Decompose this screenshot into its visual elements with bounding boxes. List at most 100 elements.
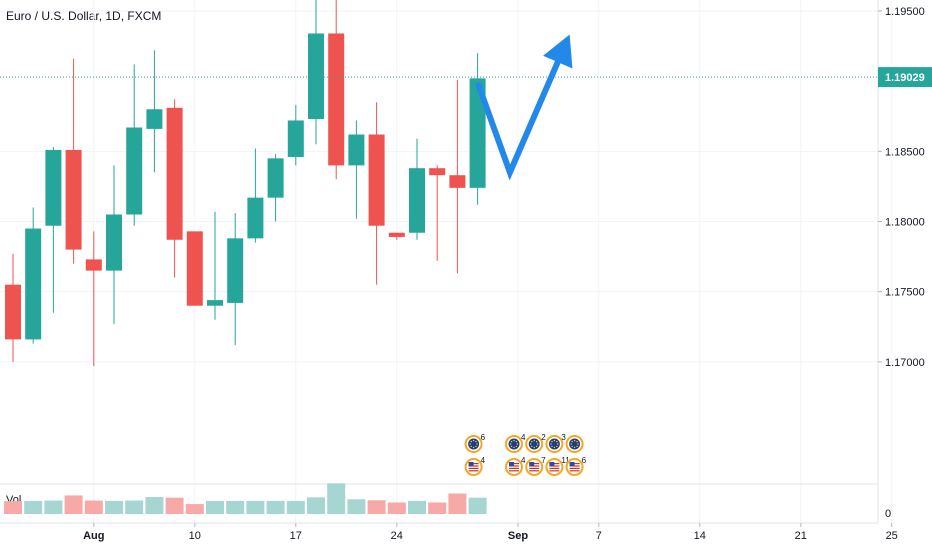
- volume-bar-8: [165, 497, 184, 514]
- candle-body-9: [186, 231, 203, 306]
- candle-body-7: [146, 109, 163, 129]
- volume-bar-22: [448, 493, 467, 514]
- event-count-3: 4: [521, 456, 526, 465]
- candle-body-15: [308, 33, 324, 120]
- candle-body-17: [348, 134, 365, 166]
- volume-bar-12: [246, 500, 265, 514]
- volume-bar-15: [307, 497, 325, 514]
- candle-13: [267, 154, 284, 222]
- candle-body-14: [287, 120, 304, 157]
- volume-bar-5: [105, 500, 123, 514]
- price-tick-1: 1.18500: [885, 146, 925, 158]
- candle-body-5: [106, 214, 122, 271]
- volume-bar-17: [347, 499, 366, 514]
- candle-body-6: [126, 127, 143, 215]
- candle-body-2: [45, 149, 62, 226]
- volume-bar-7: [145, 497, 164, 514]
- event-count-0: 6: [481, 433, 486, 442]
- time-tick-8: 25: [886, 530, 898, 542]
- volume-bar-13: [266, 500, 285, 514]
- candle-14: [287, 105, 304, 166]
- volume-bar-2: [44, 500, 63, 514]
- time-axis[interactable]: Aug 10 17 24 Sep 7 14 21 25: [83, 523, 898, 542]
- time-tick-6: 14: [694, 530, 706, 542]
- eu-event-icon-6[interactable]: 3: [545, 433, 566, 453]
- candle-19: [388, 232, 405, 240]
- candle-body-18: [368, 134, 385, 226]
- event-count-9: 6: [582, 456, 587, 465]
- candle-body-4: [85, 259, 102, 271]
- candle-11: [227, 213, 244, 346]
- volume-bar-19: [387, 502, 406, 514]
- time-tick-4: Sep: [508, 530, 528, 542]
- eu-event-icon-8[interactable]: [565, 435, 584, 453]
- time-tick-3: 24: [391, 530, 403, 542]
- candle-1: [25, 207, 42, 344]
- price-tick-0: 1.19500: [885, 6, 925, 18]
- volume-bar-1: [24, 500, 43, 514]
- volume-bar-21: [428, 502, 447, 514]
- eu-event-icon-4[interactable]: 2: [525, 433, 546, 453]
- us-event-icon-3[interactable]: 4: [505, 456, 526, 476]
- candle-body-12: [247, 197, 264, 239]
- candle-body-19: [388, 232, 405, 237]
- candle-body-1: [25, 228, 42, 340]
- candle-16: [328, 0, 345, 180]
- event-count-7: 11: [561, 456, 570, 465]
- candle-body-16: [328, 33, 345, 166]
- price-tick-4: 1.17000: [885, 357, 925, 369]
- grid-lines: [0, 0, 893, 524]
- projection-path: [474, 40, 570, 181]
- candle-12: [247, 148, 264, 243]
- candle-20: [409, 138, 425, 240]
- price-axis[interactable]: 1.19500 1.18500 1.18000 1.17500 1.17000 0: [878, 6, 925, 520]
- volume-bar-10: [206, 500, 224, 514]
- candle-2: [45, 147, 62, 313]
- candle-body-10: [207, 300, 223, 306]
- candle-3: [65, 58, 82, 264]
- candle-5: [106, 165, 122, 324]
- candle-17: [348, 120, 365, 219]
- candle-body-3: [65, 149, 82, 250]
- candles: [5, 0, 486, 367]
- candle-0: [5, 253, 21, 362]
- volume-tick: 0: [885, 508, 891, 520]
- event-count-2: 4: [521, 433, 526, 442]
- volume-bar-20: [408, 500, 426, 514]
- candle-7: [146, 50, 163, 173]
- price-tick-3: 1.17500: [885, 287, 925, 299]
- candle-6: [126, 64, 143, 226]
- economic-events: 6 4 4 4 2 7 3 11 6: [464, 433, 587, 476]
- time-tick-7: 21: [795, 530, 807, 542]
- projection-arrow: [474, 34, 573, 181]
- candle-15: [308, 0, 324, 145]
- us-event-icon-9[interactable]: 6: [565, 456, 587, 476]
- eu-event-icon-0[interactable]: 6: [464, 433, 486, 453]
- us-event-icon-5[interactable]: 7: [525, 456, 546, 476]
- volume-bar-18: [367, 500, 386, 514]
- volume-bars: [4, 483, 487, 514]
- candle-body-23: [469, 78, 486, 188]
- eu-event-icon-2[interactable]: 4: [505, 433, 526, 453]
- candle-body-21: [429, 168, 446, 176]
- chart-title: Euro / U.S. Dollar, 1D, FXCM: [6, 9, 162, 23]
- event-count-4: 2: [541, 433, 546, 442]
- volume-bar-4: [84, 500, 103, 514]
- candle-23: [469, 53, 486, 205]
- candle-body-11: [227, 238, 244, 303]
- last-price-tag-bg: [878, 67, 932, 88]
- candle-9: [186, 231, 203, 306]
- time-tick-1: 10: [189, 530, 201, 542]
- us-event-icon-7[interactable]: 11: [545, 456, 570, 476]
- volume-bar-16: [327, 483, 346, 514]
- last-price-value: 1.19029: [885, 72, 925, 84]
- candle-18: [368, 102, 385, 285]
- us-event-icon-1[interactable]: 4: [464, 456, 486, 476]
- time-tick-2: 17: [290, 530, 302, 542]
- time-tick-0: Aug: [83, 530, 104, 542]
- candle-21: [429, 165, 446, 261]
- candle-22: [449, 79, 466, 274]
- event-count-6: 3: [561, 433, 566, 442]
- event-count-1: 4: [481, 456, 486, 465]
